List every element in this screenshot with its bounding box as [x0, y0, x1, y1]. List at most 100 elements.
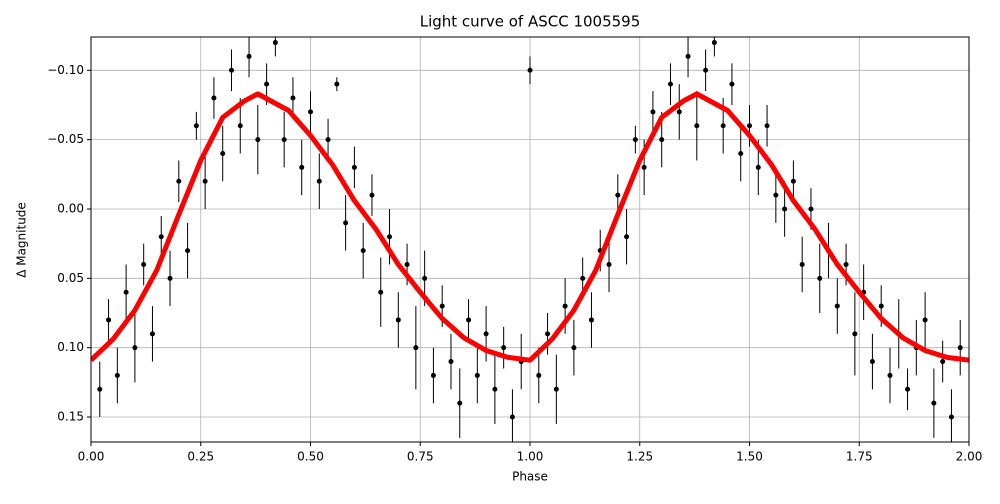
x-tick-label: 1.00 — [517, 450, 544, 464]
data-point — [369, 192, 375, 198]
data-point — [667, 81, 673, 87]
y-tick-label: 0.00 — [57, 201, 84, 215]
data-point — [343, 220, 349, 226]
data-point — [703, 67, 709, 73]
data-point — [97, 386, 103, 392]
x-tick-label: 0.50 — [297, 450, 324, 464]
y-tick-label: 0.05 — [57, 271, 84, 285]
data-point — [185, 248, 191, 254]
data-point — [615, 192, 621, 198]
data-point — [922, 317, 928, 323]
data-point — [843, 261, 849, 267]
data-point — [457, 400, 463, 406]
data-point — [211, 95, 217, 101]
data-point — [501, 345, 507, 351]
data-point — [571, 345, 577, 351]
data-point — [106, 317, 112, 323]
data-point — [114, 372, 120, 378]
chart-title: Light curve of ASCC 1005595 — [420, 13, 641, 31]
data-point — [755, 164, 761, 170]
data-point — [149, 331, 155, 337]
y-axis-label: Δ Magnitude — [15, 202, 29, 278]
data-point — [878, 303, 884, 309]
data-point — [360, 248, 366, 254]
data-point — [422, 275, 428, 281]
x-tick-label: 1.75 — [846, 450, 873, 464]
x-tick-label: 1.50 — [736, 450, 763, 464]
data-point — [729, 81, 735, 87]
data-point — [351, 164, 357, 170]
data-point — [316, 178, 322, 184]
data-point — [580, 275, 586, 281]
x-tick-label: 0.25 — [187, 450, 214, 464]
data-point — [325, 137, 331, 143]
data-point — [439, 303, 445, 309]
y-tick-label: −0.10 — [47, 63, 84, 77]
data-point — [536, 372, 542, 378]
data-point — [738, 151, 744, 157]
data-point — [720, 123, 726, 129]
x-tick-label: 2.00 — [956, 450, 983, 464]
y-tick-label: 0.10 — [57, 340, 84, 354]
data-point — [545, 331, 551, 337]
data-point — [141, 261, 147, 267]
data-point — [483, 331, 489, 337]
data-point — [474, 372, 480, 378]
data-point — [711, 40, 717, 46]
binned-curve — [91, 91, 969, 363]
data-point — [694, 123, 700, 129]
data-point — [176, 178, 182, 184]
data-point — [299, 164, 305, 170]
data-point — [852, 331, 858, 337]
data-point — [887, 372, 893, 378]
data-point — [272, 40, 278, 46]
data-point — [931, 400, 937, 406]
data-point — [606, 261, 612, 267]
data-point — [430, 372, 436, 378]
data-point — [264, 81, 270, 87]
data-point — [132, 345, 138, 351]
data-point — [387, 234, 393, 240]
data-point — [466, 317, 472, 323]
data-point — [281, 137, 287, 143]
data-point — [404, 261, 410, 267]
data-point — [659, 137, 665, 143]
data-point — [123, 289, 129, 295]
plot-frame — [90, 36, 970, 443]
x-axis-label: Phase — [512, 470, 548, 484]
data-point — [817, 275, 823, 281]
data-point — [747, 123, 752, 129]
x-tick-label: 0.00 — [78, 450, 105, 464]
data-point — [782, 206, 788, 212]
data-point — [650, 109, 656, 115]
plot-area — [91, 37, 969, 442]
data-point — [492, 386, 498, 392]
data-point — [158, 234, 164, 240]
data-point — [378, 289, 384, 295]
x-tick-label: 0.75 — [407, 450, 434, 464]
data-point — [676, 109, 682, 115]
data-point — [395, 317, 401, 323]
data-point — [448, 359, 454, 365]
data-point — [773, 192, 779, 198]
data-point — [246, 53, 252, 59]
data-point — [948, 414, 954, 420]
data-point — [957, 345, 963, 351]
data-point — [553, 386, 559, 392]
y-tick-label: −0.05 — [47, 132, 84, 146]
data-point — [308, 109, 313, 115]
data-point — [869, 359, 875, 365]
y-tick-label: 0.15 — [57, 410, 84, 424]
data-point — [940, 359, 946, 365]
data-point — [202, 178, 208, 184]
data-point — [509, 414, 515, 420]
data-point — [764, 123, 770, 129]
data-point — [641, 164, 647, 170]
data-point — [220, 151, 226, 157]
data-point — [808, 206, 814, 212]
data-point — [632, 137, 638, 143]
data-point — [237, 123, 243, 129]
data-point — [905, 386, 911, 392]
data-point — [167, 275, 173, 281]
